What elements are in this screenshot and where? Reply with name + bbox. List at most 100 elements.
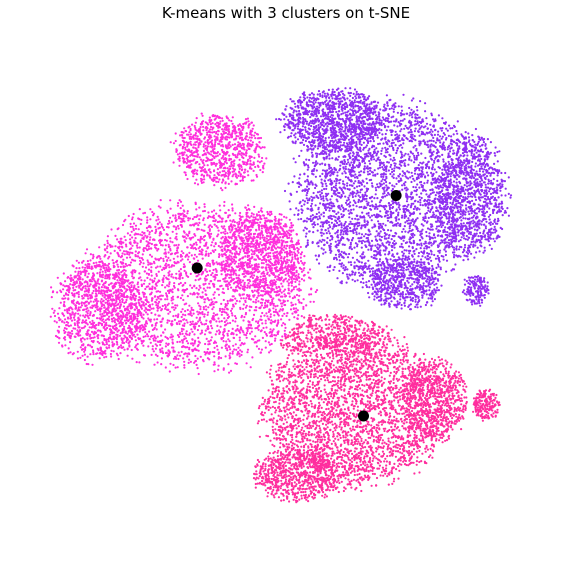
data-point	[288, 229, 291, 232]
data-point	[256, 268, 259, 271]
data-point	[55, 321, 58, 324]
data-point	[207, 252, 210, 255]
data-point	[76, 357, 79, 360]
data-point	[169, 259, 172, 262]
data-point	[82, 308, 85, 312]
data-point	[93, 279, 96, 282]
data-point	[223, 311, 226, 314]
data-point	[196, 173, 199, 176]
data-point	[213, 169, 216, 172]
data-point	[211, 261, 214, 264]
data-point	[155, 298, 158, 301]
data-point	[164, 298, 167, 301]
data-point	[217, 293, 221, 296]
data-point	[67, 297, 70, 300]
data-point	[180, 310, 183, 313]
data-point	[208, 352, 211, 355]
data-point	[223, 317, 226, 320]
data-point	[186, 159, 189, 162]
data-point	[144, 234, 147, 237]
data-point	[277, 294, 280, 297]
data-point	[181, 294, 184, 297]
data-point	[231, 122, 234, 125]
data-point	[298, 287, 301, 290]
data-point	[223, 280, 226, 283]
data-point	[129, 238, 132, 241]
data-point	[206, 141, 209, 144]
data-point	[220, 302, 223, 305]
data-point	[61, 312, 64, 315]
data-point	[125, 250, 128, 253]
data-point	[142, 247, 146, 250]
data-point	[118, 284, 121, 287]
data-point	[290, 289, 294, 292]
data-point	[79, 346, 82, 349]
data-point	[90, 340, 93, 343]
data-point	[160, 298, 163, 301]
data-point	[67, 347, 70, 350]
data-point	[225, 259, 228, 262]
data-point	[175, 232, 178, 235]
data-point	[81, 266, 84, 269]
data-point	[150, 274, 153, 277]
data-point	[189, 323, 192, 326]
data-point	[268, 264, 271, 267]
data-point	[213, 178, 216, 182]
data-point	[283, 215, 286, 218]
data-point	[237, 223, 240, 226]
data-point	[246, 351, 249, 354]
data-point	[184, 337, 187, 340]
data-point	[79, 334, 82, 337]
data-point	[124, 243, 128, 246]
data-point	[109, 273, 112, 276]
data-point	[253, 243, 256, 246]
data-point	[160, 232, 163, 235]
data-point	[241, 230, 244, 233]
data-point	[224, 182, 227, 185]
data-point	[220, 220, 223, 223]
data-point	[237, 247, 241, 250]
data-point	[218, 320, 221, 323]
data-point	[241, 257, 244, 260]
data-point	[69, 337, 72, 340]
data-point	[122, 305, 125, 308]
data-point	[171, 302, 174, 305]
data-point	[105, 266, 108, 269]
data-point	[89, 333, 92, 336]
data-point	[257, 292, 260, 295]
data-point	[262, 214, 265, 217]
data-point	[93, 286, 96, 289]
data-point	[133, 239, 136, 242]
data-point	[119, 249, 122, 252]
data-point	[150, 311, 153, 315]
data-point	[216, 235, 219, 238]
data-point	[128, 251, 131, 254]
data-point	[109, 352, 112, 356]
data-point	[191, 286, 194, 289]
data-point	[199, 316, 202, 319]
data-point	[285, 216, 288, 219]
data-point	[155, 274, 158, 277]
data-point	[207, 158, 210, 161]
data-point	[200, 228, 203, 231]
data-point	[259, 286, 262, 289]
data-point	[151, 324, 154, 327]
data-point	[266, 301, 269, 304]
data-point	[185, 165, 189, 169]
data-point	[239, 150, 242, 153]
data-point	[201, 160, 204, 163]
data-point	[100, 315, 103, 318]
data-point	[225, 138, 229, 141]
data-point	[288, 244, 291, 247]
data-point	[180, 151, 183, 154]
data-point	[95, 352, 98, 355]
data-point	[282, 290, 285, 293]
data-point	[88, 321, 92, 324]
data-point	[264, 346, 267, 349]
data-point	[151, 345, 154, 348]
data-point	[182, 252, 185, 255]
data-point	[229, 231, 232, 234]
data-point	[243, 247, 246, 250]
data-point	[204, 342, 207, 346]
data-point	[218, 307, 222, 310]
